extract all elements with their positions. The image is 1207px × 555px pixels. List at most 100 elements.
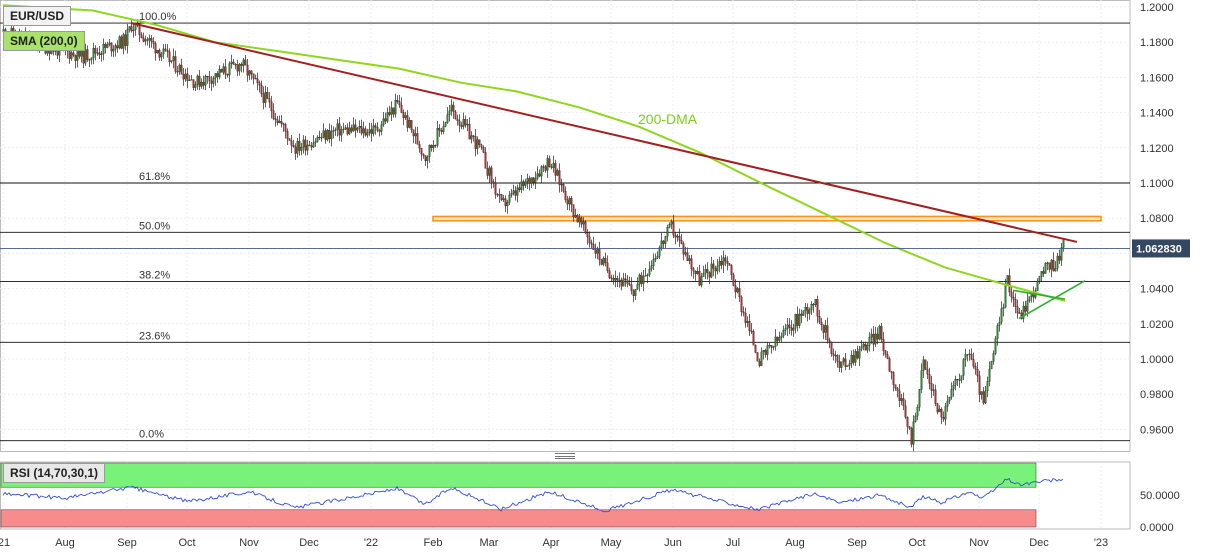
candle-body [876,333,879,340]
candle-body [108,42,111,45]
candle-body [606,262,609,271]
rsi-overbought-band [0,462,1037,488]
candle-body [646,274,649,276]
candle-body [944,406,947,420]
x-tick-label: Sep [117,537,137,549]
candle-body [780,335,783,338]
candle-body [82,48,85,64]
candle-body [678,236,681,241]
candle-body [112,49,115,52]
candle-body [276,119,279,123]
candle-body [712,263,715,269]
candle-body [498,194,501,196]
candle-body [620,279,623,287]
candle-body [852,355,855,363]
candle-body [332,130,335,132]
candle-body [120,36,123,49]
candle-body [708,272,711,278]
candle-body [270,101,273,111]
candle-body [540,166,543,177]
candle-body [648,268,651,276]
candle-body [954,379,957,386]
candle-body [858,349,861,359]
pane-resize-handle[interactable] [555,453,575,459]
candle-body [536,173,539,179]
candle-body [342,128,345,131]
candle-body [392,107,395,115]
candle-body [902,398,905,406]
candle-body [698,271,701,286]
candle-body [526,178,529,182]
x-tick-label: Sep [847,537,867,549]
candle-body [286,131,289,139]
candle-body [234,64,237,66]
rsi-oversold-band [0,509,1037,528]
candle-body [910,428,913,445]
candle-body [996,325,999,339]
candle-body [284,124,287,132]
candle-body [366,132,369,136]
candle-body [728,263,731,266]
candle-body [632,290,635,296]
candle-body [680,240,683,244]
candle-body [784,328,787,331]
candle-body [68,50,71,59]
candle-body [798,313,801,326]
candle-body [490,167,493,182]
x-tick-label: Mar [480,537,499,549]
candle-body [966,354,969,356]
candle-body [252,73,255,79]
candle-body [210,80,213,84]
candle-body [456,118,459,121]
candle-body [722,257,725,266]
candle-body [946,400,949,407]
candle-body [156,50,159,54]
candle-body [898,390,901,401]
candle-body [670,221,673,225]
candle-body [314,141,317,144]
rsi-legend[interactable]: RSI (14,70,30,1) [3,463,106,483]
candle-body [666,227,669,237]
candle-body [892,372,895,385]
candle-body [306,144,309,151]
candle-body [430,145,433,149]
candle-body [240,63,243,66]
candle-body [280,121,283,124]
candle-body [764,350,767,355]
y-tick-label: 1.1600 [1140,72,1174,84]
candle-body [488,167,491,176]
candle-body [988,368,991,382]
candle-body [630,284,633,291]
candle-body [738,288,741,298]
sma-legend[interactable]: SMA (200,0) [3,31,85,51]
candle-body [336,123,339,130]
candle-body [468,124,471,140]
candle-body [962,359,965,376]
candle-body [774,336,777,347]
candle-body [442,126,445,132]
candle-body [652,259,655,266]
candle-body [502,198,505,200]
candle-body [844,358,847,367]
symbol-legend[interactable]: EUR/USD [3,6,72,26]
candle-body [200,82,203,87]
candle-body [212,78,215,84]
candle-body [86,49,89,60]
candle-body [144,39,147,42]
candle-body [250,70,253,74]
candle-body [808,309,811,314]
x-tick-label: Apr [542,537,559,549]
candle-body [272,110,275,119]
candle-body [88,59,91,61]
candle-body [556,170,559,176]
rsi-y-tick-label: 0.0000 [1140,522,1174,534]
candle-body [432,145,435,149]
candle-body [736,288,739,293]
candle-body [960,375,963,381]
candle-body [958,379,961,381]
candle-body [226,74,229,76]
candle-body [586,232,589,238]
candle-body [562,184,565,192]
main-pane-frame [0,0,1131,452]
candle-body [446,114,449,123]
